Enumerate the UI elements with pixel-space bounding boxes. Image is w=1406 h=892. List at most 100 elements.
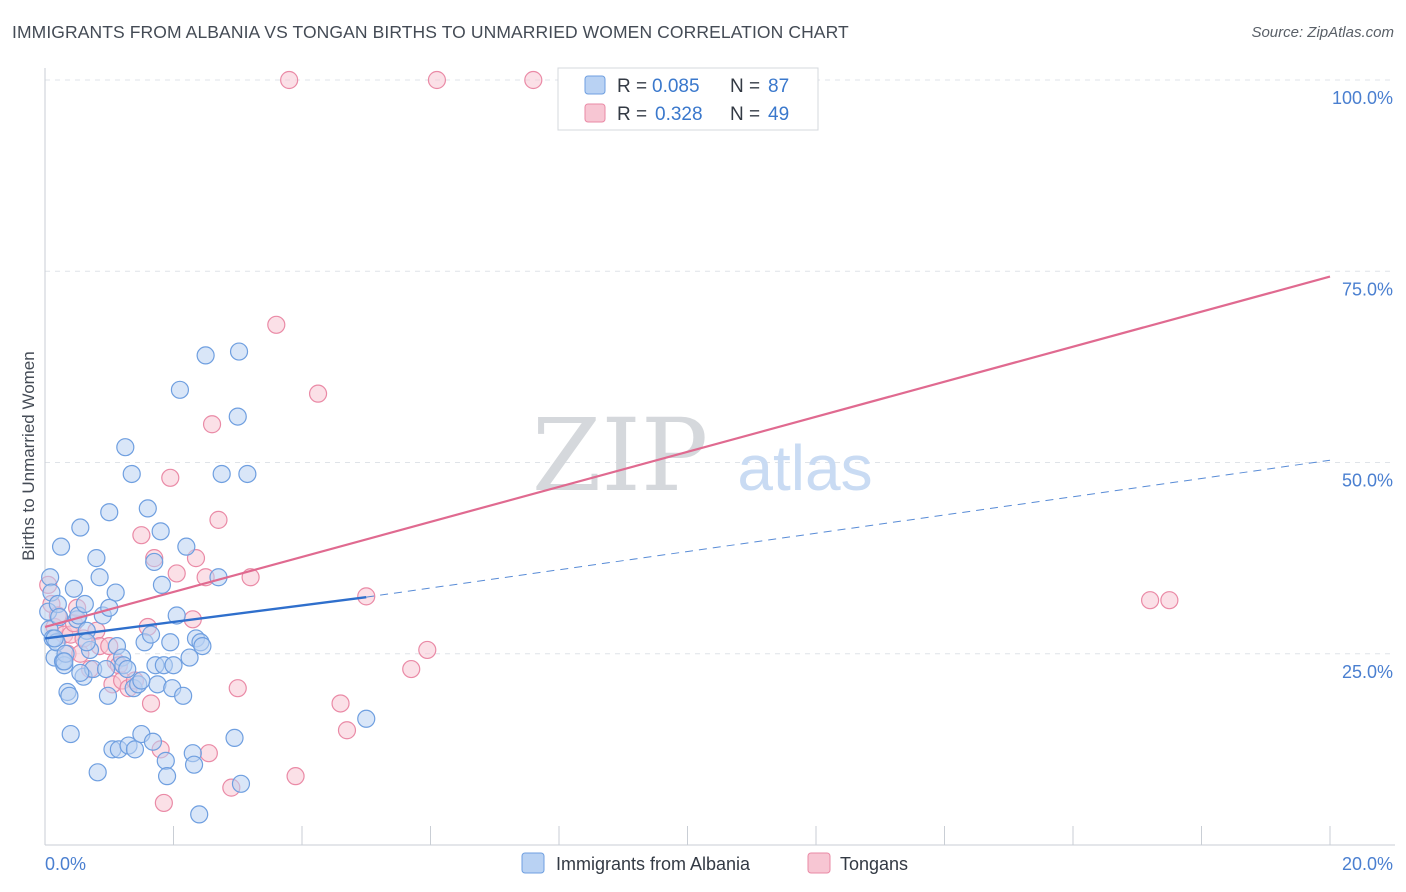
albania-point (190, 805, 209, 824)
albania-point (161, 633, 180, 652)
legend-n-value-albania: 87 (768, 76, 789, 97)
bottom-legend: Immigrants from Albania Tongans (521, 852, 908, 874)
albania-point (122, 464, 141, 484)
grid-lines (45, 79, 1395, 655)
albania-point (116, 438, 135, 457)
watermark-zip: ZIP (532, 397, 708, 514)
tongan-point (1140, 591, 1160, 610)
series-albania (39, 342, 376, 824)
tongan-point (167, 564, 186, 583)
y-axis-label: Births to Unmarried Women (19, 351, 38, 560)
legend-swatch-albania (584, 75, 606, 95)
albania-point (60, 686, 79, 705)
albania-point (174, 686, 193, 705)
tongan-point (132, 526, 151, 545)
bottom-legend-swatch-albania (521, 852, 545, 874)
legend-swatch-tongan (584, 103, 606, 123)
tongan-point (286, 767, 305, 786)
tongan-point (228, 679, 247, 698)
albania-point (55, 652, 74, 671)
albania-point (77, 633, 96, 652)
tongan-point (161, 468, 180, 487)
albania-point (177, 537, 196, 556)
albania-point (132, 671, 151, 690)
albania-point (61, 724, 80, 744)
tongan-point (427, 70, 447, 90)
albania-point (357, 709, 376, 728)
albania-point (228, 407, 247, 426)
albania-point (118, 659, 137, 679)
legend-r-label-tongan: R = (617, 104, 647, 125)
albania-point (141, 625, 161, 644)
albania-point (138, 499, 157, 518)
tongan-point (308, 384, 328, 403)
chart-title: IMMIGRANTS FROM ALBANIA VS TONGAN BIRTHS… (12, 22, 849, 42)
tongan-point (337, 721, 357, 740)
albania-point (167, 606, 186, 625)
tongan-point (199, 744, 218, 763)
axes (44, 68, 1395, 846)
albania-point (238, 464, 257, 484)
legend-n-label-albania: N = (730, 76, 760, 97)
albania-point (156, 751, 175, 770)
legend-r-value-albania: 0.085 (652, 76, 700, 97)
tongan-trend-line (44, 275, 1331, 629)
tongan-point (357, 587, 376, 606)
albania-point (193, 636, 212, 656)
tick-labels: 25.0% 50.0% 75.0% 100.0% 0.0% 20.0% (45, 88, 1393, 874)
legend-n-value-tongan: 49 (768, 104, 789, 125)
albania-point (212, 464, 231, 484)
tongan-point (331, 694, 350, 713)
albania-point (100, 503, 119, 522)
source-label: Source: ZipAtlas.com (1251, 24, 1394, 41)
watermark-atlas: atlas (737, 432, 872, 504)
tongan-point (524, 70, 543, 90)
tongan-point (267, 315, 286, 334)
albania-point (90, 568, 109, 587)
albania-point (157, 767, 177, 786)
albania-trend-line (44, 595, 367, 640)
albania-point (231, 774, 251, 793)
albania-point (152, 575, 172, 595)
y-tick-label: 50.0% (1342, 471, 1393, 491)
albania-point (64, 579, 84, 598)
albania-point (51, 537, 71, 556)
albania-point (145, 552, 164, 572)
tongan-point (418, 640, 437, 660)
albania-point (98, 686, 118, 705)
albania-point (106, 583, 125, 602)
albania-point (41, 568, 60, 587)
albania-point (180, 648, 199, 667)
tongan-point (209, 510, 228, 529)
tongan-point (402, 659, 421, 679)
legend-r-value-tongan: 0.328 (655, 104, 703, 125)
tongan-point (202, 415, 222, 434)
tongan-point (141, 694, 161, 713)
albania-point (229, 342, 249, 361)
albania-point (71, 663, 90, 682)
tongan-point (154, 793, 173, 813)
albania-point (184, 755, 204, 774)
x-tick-label: 20.0% (1342, 854, 1393, 874)
albania-point (164, 656, 183, 675)
y-tick-label: 75.0% (1342, 279, 1393, 299)
y-tick-label: 100.0% (1332, 88, 1393, 108)
albania-point (143, 732, 163, 751)
x-tick-label: 0.0% (45, 854, 86, 874)
bottom-legend-swatch-tongan (807, 852, 831, 874)
bottom-legend-label-tongan: Tongans (840, 854, 908, 874)
y-tick-label: 25.0% (1342, 662, 1393, 682)
legend-n-label-tongan: N = (730, 104, 760, 125)
albania-point (225, 728, 244, 748)
albania-point (96, 659, 116, 679)
albania-point (170, 380, 190, 399)
tongan-point (1160, 591, 1179, 610)
trend-lines (44, 275, 1331, 640)
legend-r-label-albania: R = (617, 76, 647, 97)
bottom-legend-label-albania: Immigrants from Albania (556, 854, 751, 874)
albania-point (196, 346, 215, 365)
albania-point (151, 522, 170, 541)
albania-point (125, 740, 145, 759)
albania-point (75, 594, 94, 614)
